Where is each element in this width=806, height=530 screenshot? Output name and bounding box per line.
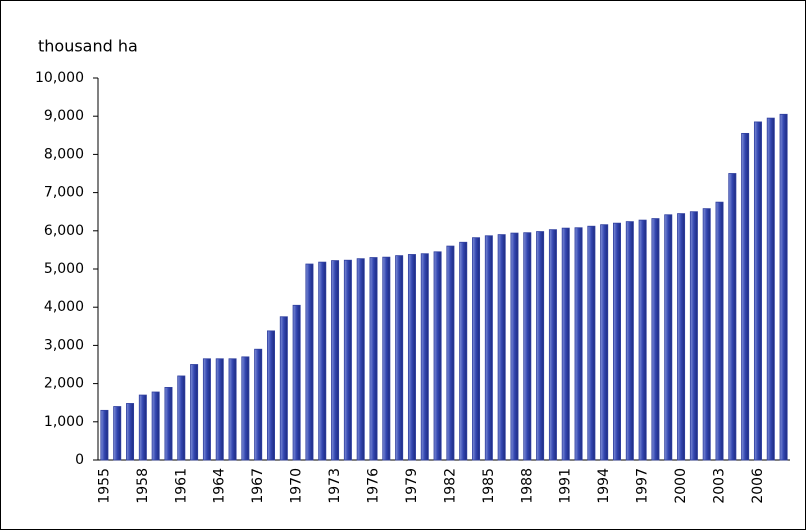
x-tick-label: 1994 xyxy=(596,468,612,504)
bar xyxy=(651,218,660,461)
bar xyxy=(510,232,519,461)
bar xyxy=(228,358,237,461)
x-tick-label: 1955 xyxy=(96,468,112,504)
bar xyxy=(382,256,391,461)
x-tick-label: 1997 xyxy=(635,468,651,504)
bar xyxy=(433,251,442,461)
bar xyxy=(177,375,186,461)
x-tick-label: 1967 xyxy=(250,468,266,504)
bar xyxy=(702,208,711,461)
bar xyxy=(664,214,673,461)
bar xyxy=(625,221,634,461)
bar xyxy=(279,316,288,461)
bar xyxy=(497,234,506,461)
bar xyxy=(561,227,570,461)
bar xyxy=(574,227,583,461)
y-tick-label: 8,000 xyxy=(44,146,84,162)
bar xyxy=(305,263,314,461)
y-tick-label: 0 xyxy=(75,452,84,468)
y-tick-label: 3,000 xyxy=(44,337,84,353)
bar xyxy=(292,304,301,461)
x-tick-label: 1973 xyxy=(327,468,343,504)
bar xyxy=(728,173,737,461)
x-tick-label: 2000 xyxy=(673,468,689,504)
y-tick-label: 1,000 xyxy=(44,414,84,430)
bar xyxy=(343,259,352,461)
bar xyxy=(600,224,609,461)
bar xyxy=(395,255,404,461)
x-tick-label: 1988 xyxy=(519,468,535,504)
y-tick-label: 10,000 xyxy=(35,70,84,86)
x-tick-label: 1970 xyxy=(289,468,305,504)
y-tick-label: 2,000 xyxy=(44,376,84,392)
bar xyxy=(779,113,788,461)
x-tick-label: 1982 xyxy=(442,468,458,504)
bar xyxy=(766,117,775,461)
bar xyxy=(484,235,493,461)
bar xyxy=(369,257,378,461)
bar xyxy=(407,254,416,461)
bar xyxy=(689,211,698,461)
bar xyxy=(331,260,340,461)
bar xyxy=(318,261,327,461)
x-tick-label: 1964 xyxy=(212,468,228,504)
bar xyxy=(100,409,109,461)
bar xyxy=(548,229,557,461)
y-tick-label: 5,000 xyxy=(44,261,84,277)
bar xyxy=(613,222,621,461)
bar xyxy=(587,225,596,461)
bar xyxy=(267,330,275,461)
y-tick-label: 9,000 xyxy=(44,108,84,124)
y-tick-label: 4,000 xyxy=(44,299,84,315)
bar xyxy=(472,237,481,461)
bar xyxy=(446,245,455,461)
bar xyxy=(254,348,263,461)
bar xyxy=(190,364,199,461)
bar xyxy=(356,258,365,461)
bar xyxy=(677,213,686,461)
bar xyxy=(113,406,122,461)
x-tick-label: 1979 xyxy=(404,468,420,504)
bar xyxy=(164,387,173,461)
y-tick-label: 7,000 xyxy=(44,185,84,201)
bar xyxy=(536,231,545,461)
bar xyxy=(138,394,147,461)
y-tick-label: 6,000 xyxy=(44,223,84,239)
bar xyxy=(523,232,532,461)
bar xyxy=(741,132,750,461)
x-tick-label: 1961 xyxy=(173,468,189,504)
x-tick-label: 2006 xyxy=(750,468,766,504)
x-tick-label: 1991 xyxy=(558,468,574,504)
bar xyxy=(241,356,250,461)
bar xyxy=(151,391,160,461)
bar xyxy=(420,253,429,461)
bar xyxy=(126,403,135,461)
y-axis-title: thousand ha xyxy=(38,37,138,56)
x-tick-label: 1985 xyxy=(481,468,497,504)
bar xyxy=(215,358,224,461)
x-tick-label: 2003 xyxy=(712,468,728,504)
bar xyxy=(715,201,724,461)
bar xyxy=(753,121,762,461)
x-tick-label: 1976 xyxy=(366,468,382,504)
x-tick-label: 1958 xyxy=(135,468,151,504)
bar xyxy=(202,358,211,461)
bar xyxy=(459,241,468,461)
bar xyxy=(638,219,647,461)
